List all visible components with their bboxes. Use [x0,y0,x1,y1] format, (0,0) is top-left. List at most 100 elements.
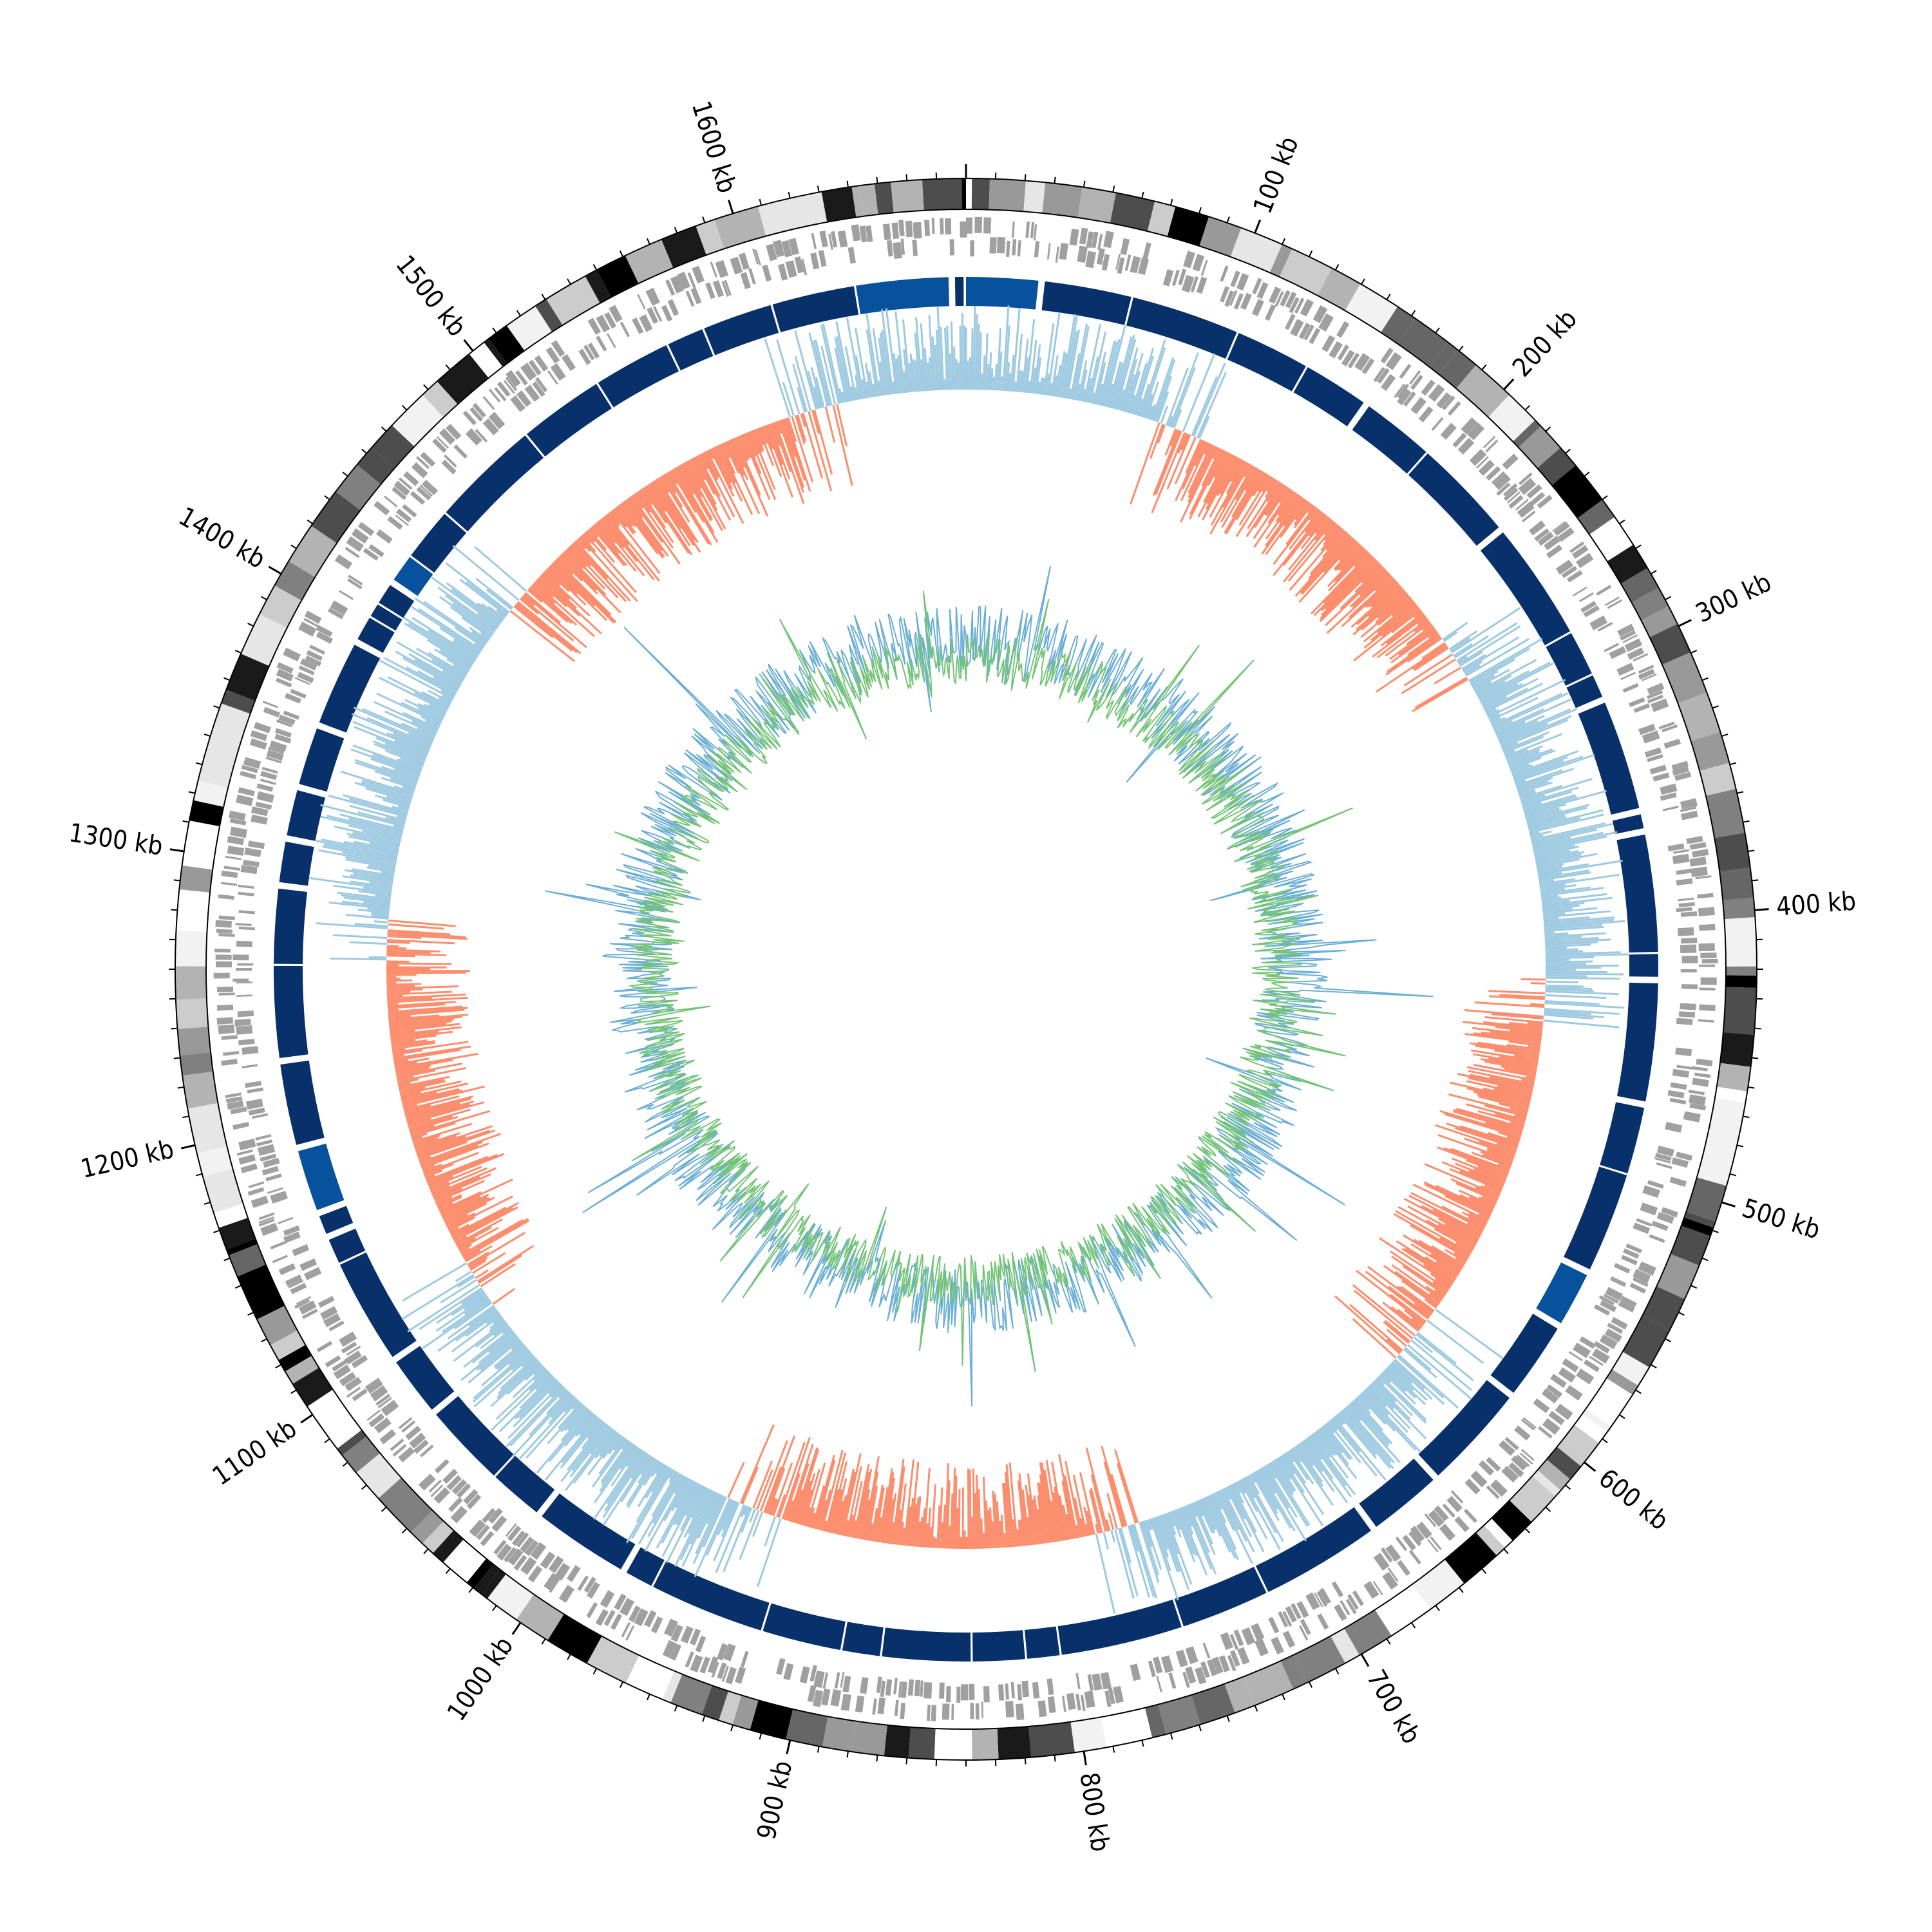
gene-forward [1195,1667,1207,1685]
skew-bar-down [1090,1488,1103,1533]
skew-bar-down [1404,1247,1456,1282]
ideogram-band [884,1725,911,1758]
gene-reverse [1580,601,1597,613]
gene-reverse [1669,1097,1687,1105]
gene-reverse [1424,1513,1437,1528]
skew-bar-up [391,805,409,813]
gene-forward [717,1662,727,1680]
skew-bar-down [620,503,659,554]
skew-bar-up [393,768,420,779]
skew-bar-up [608,1435,623,1455]
skew-bar-down [1326,573,1391,634]
skew-bar-up [1129,1524,1139,1552]
gene-reverse [278,1217,294,1225]
skew-bar-up [655,1463,664,1475]
skew-bar-down [1001,1483,1009,1548]
skew-bar-down [1213,451,1229,478]
gene-forward [238,1154,256,1165]
gene-reverse [274,734,292,744]
gene-reverse [1561,565,1578,578]
gene-forward [690,1654,703,1672]
ideogram-band [202,1168,243,1213]
skew-bar-down [402,1089,462,1106]
gene-forward [1410,374,1423,390]
skew-bar-down [1267,489,1293,524]
skew-bar-up [348,818,403,833]
skew-bar-up [1019,370,1024,393]
skew-bar-down [1418,1240,1464,1268]
minor-tick [204,734,211,737]
skew-bar-up [1086,356,1099,403]
gene-forward [1447,401,1461,416]
skew-bar-up [1151,357,1175,421]
gene-reverse [969,1683,975,1700]
skew-bar-up [1168,1511,1175,1527]
skew-bar-down [714,446,743,502]
gene-reverse [680,1625,694,1643]
gene-forward [1565,1385,1583,1401]
gene-reverse [914,1680,921,1696]
skew-bar-up [613,1436,625,1451]
skew-bar-up [1352,1399,1393,1444]
skew-bar-up [368,864,395,871]
skew-bar-up [353,872,393,881]
skew-bar-up [1117,389,1125,411]
skew-bar-down [1110,1473,1128,1527]
skew-bar-up [1224,1487,1231,1500]
skew-bar-up [1490,717,1501,724]
skew-bar-down [549,564,608,621]
skew-bar-up [1532,837,1571,848]
skew-bar-down [853,1463,870,1539]
skew-bar-down [754,429,764,451]
tick-label: 1200 kb [78,1134,176,1184]
skew-bar-up [640,1456,654,1475]
minor-tick [1619,1414,1625,1419]
gene-forward [625,1625,635,1641]
ideogram-band [1397,318,1448,367]
skew-bar-up [1271,1461,1294,1495]
skew-bar-up [480,1346,527,1387]
skew-bar-down [1365,1271,1429,1320]
gene-forward [1113,1685,1124,1703]
skew-bar-down [778,1441,806,1519]
skew-bar-down [1450,1148,1510,1171]
skew-bar-down [1499,1056,1539,1065]
minor-tick [1754,1027,1761,1030]
skew-bar-up [834,348,848,402]
gene-reverse [1642,730,1660,744]
skew-bar-up [1033,344,1041,394]
skew-bar-up [681,1492,719,1567]
skew-bar-down [1428,630,1438,639]
minor-tick [1701,677,1709,681]
minor-tick [260,596,267,601]
skew-bar-up [1537,866,1562,872]
gene-forward [1695,875,1712,880]
skew-bar-down [621,502,664,559]
minor-tick [1678,1311,1685,1316]
gene-forward [1156,1676,1162,1692]
gene-reverse [705,282,715,299]
skew-bar-up [1386,1367,1426,1405]
gene-forward [687,272,696,289]
gene-reverse [1546,544,1563,558]
gene-forward [225,1092,242,1099]
skew-bar-down [386,990,452,996]
gene-forward [1409,370,1421,385]
gene-reverse [667,299,679,316]
gene-forward [1632,1277,1649,1287]
skew-bar-down [763,425,774,450]
gene-reverse [420,1444,434,1457]
major-tick [1254,219,1262,234]
gene-forward [898,220,905,236]
skew-bar-up [493,1323,509,1337]
skew-bar-down [449,1227,459,1233]
skew-bar-down [1389,626,1435,660]
skew-bar-up [337,891,391,900]
gene-forward [872,1698,877,1715]
gene-forward [1104,1690,1112,1707]
skew-bar-down [781,1437,811,1520]
skew-bar-up [1392,1359,1425,1390]
skew-bar-down [1410,1224,1469,1260]
major-tick [728,200,734,214]
gene-forward [596,314,611,333]
